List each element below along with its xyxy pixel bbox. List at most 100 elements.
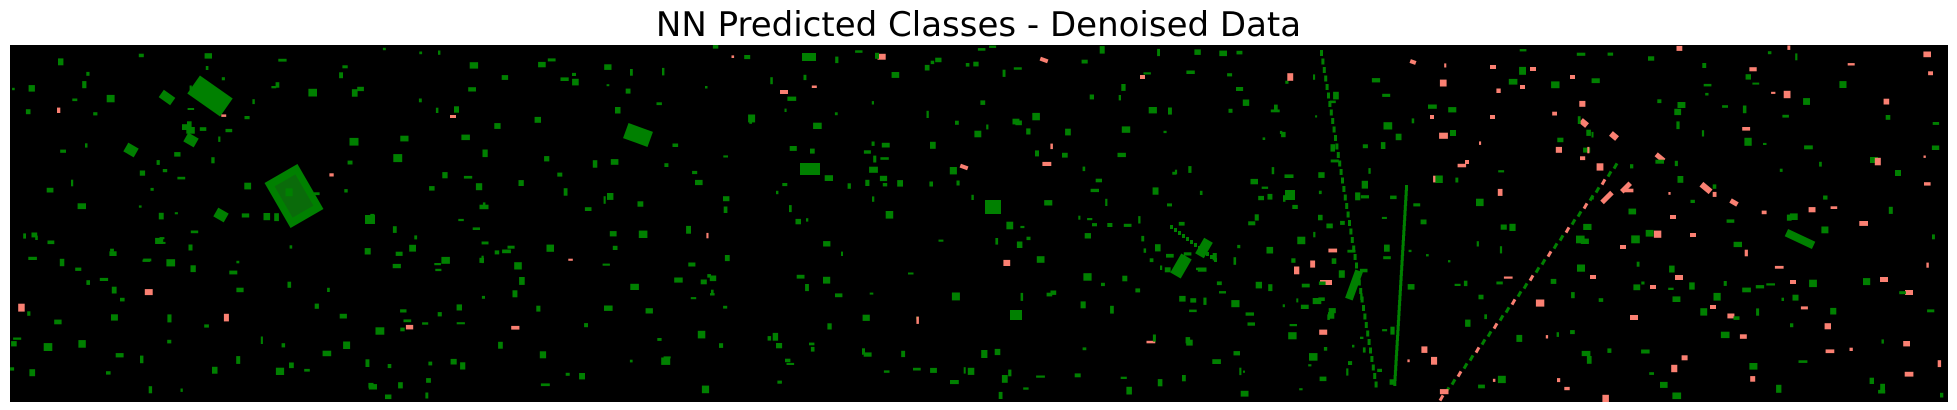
map-patch	[882, 183, 888, 187]
map-patch	[802, 53, 816, 61]
map-patch	[481, 241, 489, 245]
map-patch	[1331, 118, 1335, 124]
map-patch	[1032, 112, 1040, 121]
map-patch	[1800, 306, 1808, 310]
map-patch	[111, 286, 117, 294]
map-patch	[177, 176, 186, 180]
map-patch	[1292, 204, 1298, 209]
map-patch	[167, 314, 172, 323]
map-patch	[252, 99, 255, 105]
map-patch	[1401, 245, 1405, 251]
map-patch	[1849, 347, 1853, 351]
map-patch	[1196, 267, 1200, 271]
map-patch	[1266, 246, 1274, 254]
map-patch	[1550, 278, 1557, 284]
map-patch	[1148, 107, 1157, 114]
map-patch	[1435, 175, 1443, 183]
map-patch	[1396, 325, 1400, 331]
map-patch	[244, 182, 252, 190]
map-patch	[365, 215, 375, 224]
map-patch	[1774, 265, 1784, 269]
map-patch	[106, 94, 115, 103]
map-patch	[281, 343, 286, 348]
map-patch	[1552, 111, 1557, 116]
map-patch	[1781, 297, 1784, 301]
map-patch	[1798, 360, 1808, 363]
map-patch	[1236, 87, 1244, 91]
map-patch	[1340, 220, 1345, 225]
map-patch	[1498, 170, 1505, 173]
map-patch	[1020, 292, 1024, 301]
map-patch	[244, 116, 250, 120]
map-patch	[162, 241, 166, 244]
map-patch	[1528, 274, 1535, 282]
map-patch	[75, 267, 82, 271]
map-patch	[204, 53, 212, 59]
map-patch	[1345, 203, 1349, 209]
map-patch	[1236, 50, 1243, 55]
map-patch	[690, 297, 697, 300]
map-patch	[1579, 118, 1589, 128]
map-patch	[1809, 279, 1817, 288]
map-patch	[429, 186, 435, 191]
map-patch	[241, 213, 250, 218]
map-patch	[1480, 338, 1487, 346]
map-patch	[823, 241, 831, 247]
map-patch	[1383, 122, 1393, 130]
map-patch	[1657, 99, 1662, 104]
map-patch	[1360, 293, 1363, 300]
map-patch	[1703, 83, 1712, 87]
map-patch	[661, 357, 671, 365]
map-patch	[1749, 67, 1757, 72]
map-patch	[1940, 392, 1944, 398]
map-patch	[610, 159, 619, 165]
map-patch	[106, 371, 111, 375]
map-patch	[1333, 91, 1339, 100]
map-patch	[1190, 298, 1197, 303]
map-patch	[1670, 215, 1676, 219]
map-patch	[1396, 330, 1400, 336]
map-patch	[1371, 364, 1375, 371]
map-patch	[405, 324, 414, 330]
map-patch	[1490, 65, 1496, 69]
map-patch	[810, 148, 815, 154]
map-patch	[1122, 275, 1128, 282]
map-patch	[351, 89, 358, 97]
map-patch	[339, 313, 347, 319]
map-patch	[1074, 373, 1081, 378]
map-patch	[274, 174, 314, 218]
map-patch	[777, 380, 782, 384]
map-patch	[1310, 260, 1316, 268]
map-patch	[1904, 371, 1914, 377]
map-patch	[1338, 270, 1345, 278]
map-patch	[1439, 132, 1448, 139]
map-patch	[1497, 188, 1503, 196]
map-patch	[1932, 234, 1935, 240]
map-patch	[592, 160, 598, 168]
map-patch	[1390, 326, 1395, 335]
map-patch	[221, 77, 225, 81]
map-patch	[1571, 292, 1575, 299]
map-patch	[1779, 168, 1783, 172]
map-patch	[435, 107, 439, 113]
map-patch	[789, 205, 792, 213]
map-patch	[1492, 322, 1499, 330]
map-patch	[1878, 389, 1886, 394]
map-patch	[865, 179, 870, 186]
map-patch	[422, 322, 429, 325]
map-patch	[695, 179, 703, 186]
map-patch	[1450, 130, 1456, 136]
map-patch	[1006, 221, 1014, 230]
map-patch	[1600, 190, 1614, 205]
map-patch	[287, 281, 292, 288]
map-patch	[1121, 126, 1131, 133]
map-patch	[166, 259, 176, 267]
map-patch	[25, 109, 31, 115]
map-patch	[1408, 249, 1412, 253]
map-patch	[167, 339, 172, 344]
map-patch	[1430, 115, 1434, 119]
map-patch	[1270, 109, 1280, 113]
map-patch	[1274, 104, 1278, 111]
map-patch	[1895, 170, 1901, 176]
map-patch	[1396, 320, 1400, 326]
